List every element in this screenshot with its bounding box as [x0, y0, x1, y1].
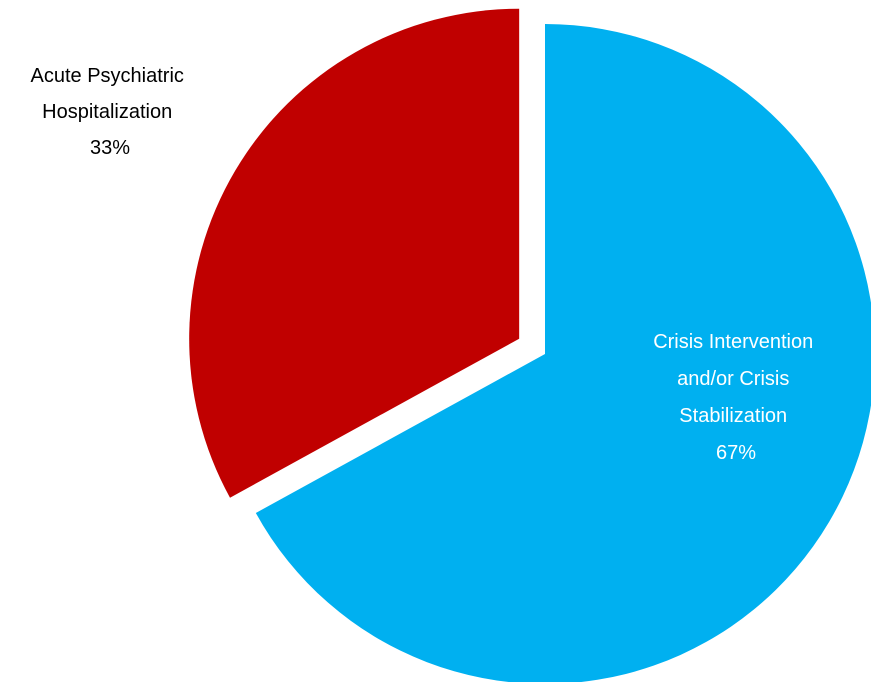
slice-1-label-line-1: Acute Psychiatric — [31, 65, 184, 87]
slice-0-label-line-3: Stabilization — [679, 405, 787, 427]
slice-1-label-line-2: Hospitalization — [42, 101, 172, 123]
slice-label-acute-psychiatric: Acute Psychiatric Hospitalization 33% — [31, 65, 190, 159]
slice-0-percent-label: 67% — [716, 442, 756, 464]
slice-0-label-line-2: and/or Crisis — [677, 368, 789, 390]
slice-1-percent-label: 33% — [90, 137, 130, 159]
slice-0-label-line-1: Crisis Intervention — [653, 331, 813, 353]
pie-slices — [189, 8, 871, 682]
slice-label-crisis-intervention: Crisis Intervention and/or Crisis Stabil… — [653, 331, 819, 464]
pie-slice-0 — [255, 24, 871, 682]
pie-labels: Crisis Intervention and/or Crisis Stabil… — [31, 65, 819, 464]
pie-slice-1 — [189, 8, 520, 498]
